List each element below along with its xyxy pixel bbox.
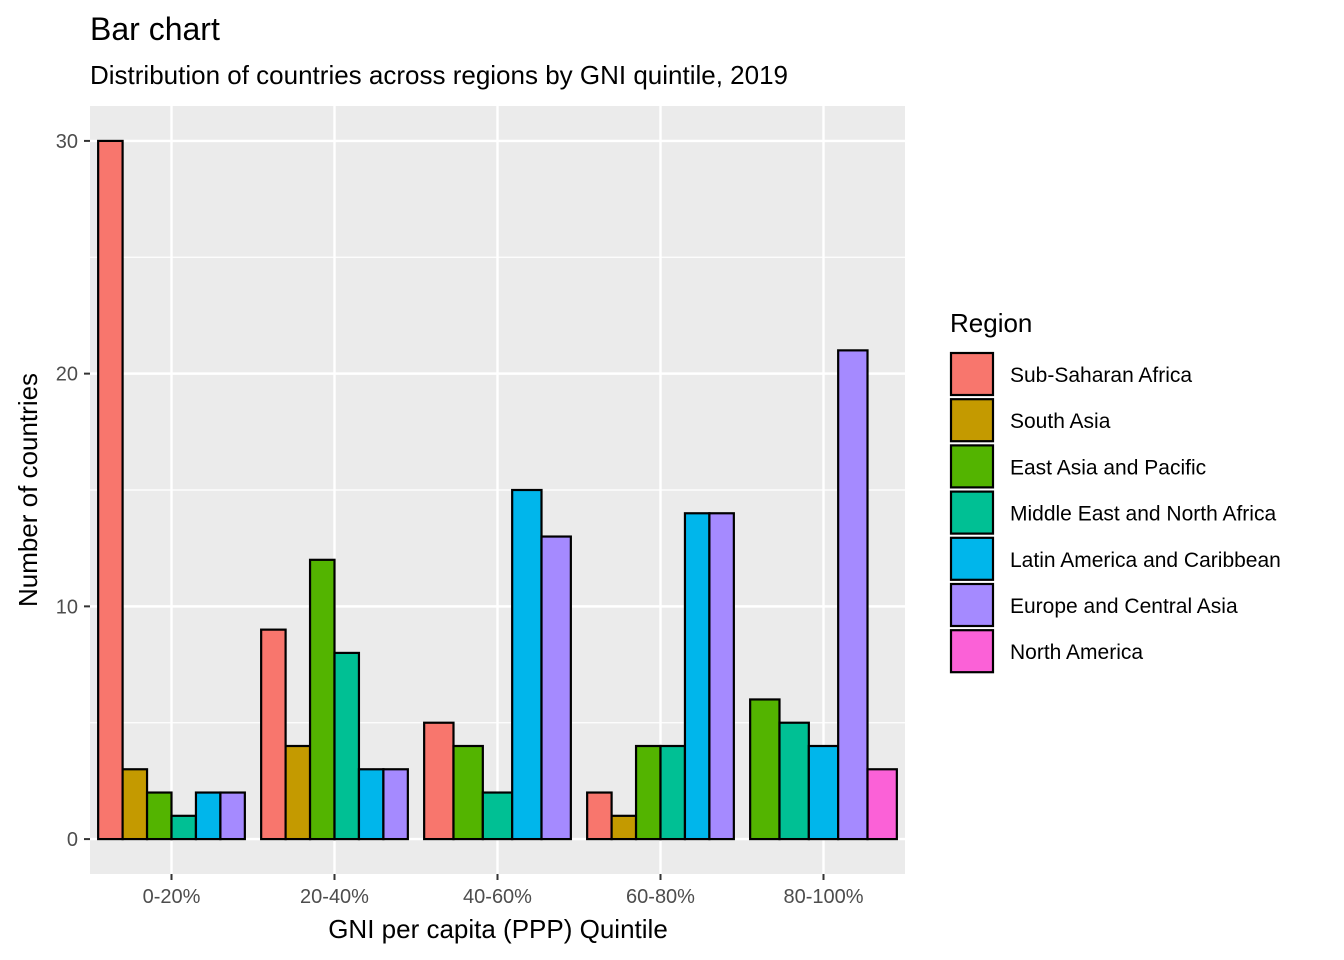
legend: Region Sub-Saharan Africa South Asia East … <box>949 308 1281 674</box>
bar <box>357 768 385 841</box>
bar <box>423 721 455 841</box>
x-tick-label: 20-40% <box>300 886 369 908</box>
legend-label: Latin America and Caribbean <box>1010 549 1281 572</box>
legend-key <box>949 536 995 581</box>
legend-label: North America <box>1010 641 1143 664</box>
bar <box>708 512 735 841</box>
y-tick-label: 30 <box>56 131 78 153</box>
legend-key <box>949 629 995 674</box>
legend-key <box>949 398 995 443</box>
bar <box>807 744 840 841</box>
bar <box>194 791 222 841</box>
bars <box>97 139 898 841</box>
y-tick-label: 10 <box>56 596 78 618</box>
bar <box>121 768 149 841</box>
bar <box>284 744 312 841</box>
bar <box>866 768 898 841</box>
x-tick-label: 60-80% <box>626 886 695 908</box>
legend-label: South Asia <box>1010 410 1111 433</box>
chart-subtitle: Distribution of countries across regions… <box>90 60 788 90</box>
bar <box>170 814 198 841</box>
bar <box>308 558 336 841</box>
bar <box>586 791 613 841</box>
bar <box>659 744 687 841</box>
bar <box>610 814 638 841</box>
y-axis: 0 10 20 30 <box>56 131 90 851</box>
legend-label: Middle East and North Africa <box>1010 503 1276 526</box>
bar <box>260 628 287 841</box>
y-tick-label: 0 <box>67 829 78 851</box>
x-tick-label: 80-100% <box>783 886 863 908</box>
x-axis-title: GNI per capita (PPP) Quintile <box>328 914 668 944</box>
y-axis-title: Number of countries <box>13 373 43 607</box>
bar <box>219 791 246 841</box>
bar <box>634 744 662 841</box>
bar <box>481 791 514 841</box>
x-tick-label: 40-60% <box>463 886 532 908</box>
chart-title: Bar chart <box>90 11 220 47</box>
bar <box>452 744 484 841</box>
legend-label: East Asia and Pacific <box>1010 456 1206 479</box>
bar <box>837 349 869 841</box>
legend-key <box>949 444 995 489</box>
bar <box>749 698 781 841</box>
bar <box>382 768 409 841</box>
bar <box>540 535 572 841</box>
bar <box>97 139 124 841</box>
x-tick-label: 0-20% <box>143 886 201 908</box>
bar <box>683 512 711 841</box>
legend-key <box>949 490 995 535</box>
legend-title: Region <box>950 308 1032 338</box>
bar <box>145 791 173 841</box>
bar <box>333 651 361 841</box>
y-tick-label: 20 <box>56 364 78 386</box>
legend-label: Europe and Central Asia <box>1010 595 1238 618</box>
bar <box>778 721 810 841</box>
legend-key <box>949 582 995 628</box>
legend-key <box>949 351 995 397</box>
legend-label: Sub-Saharan Africa <box>1010 364 1192 387</box>
x-axis: 0-20% 20-40% 40-60% 60-80% 80-100% <box>143 874 864 908</box>
bar <box>511 488 543 841</box>
